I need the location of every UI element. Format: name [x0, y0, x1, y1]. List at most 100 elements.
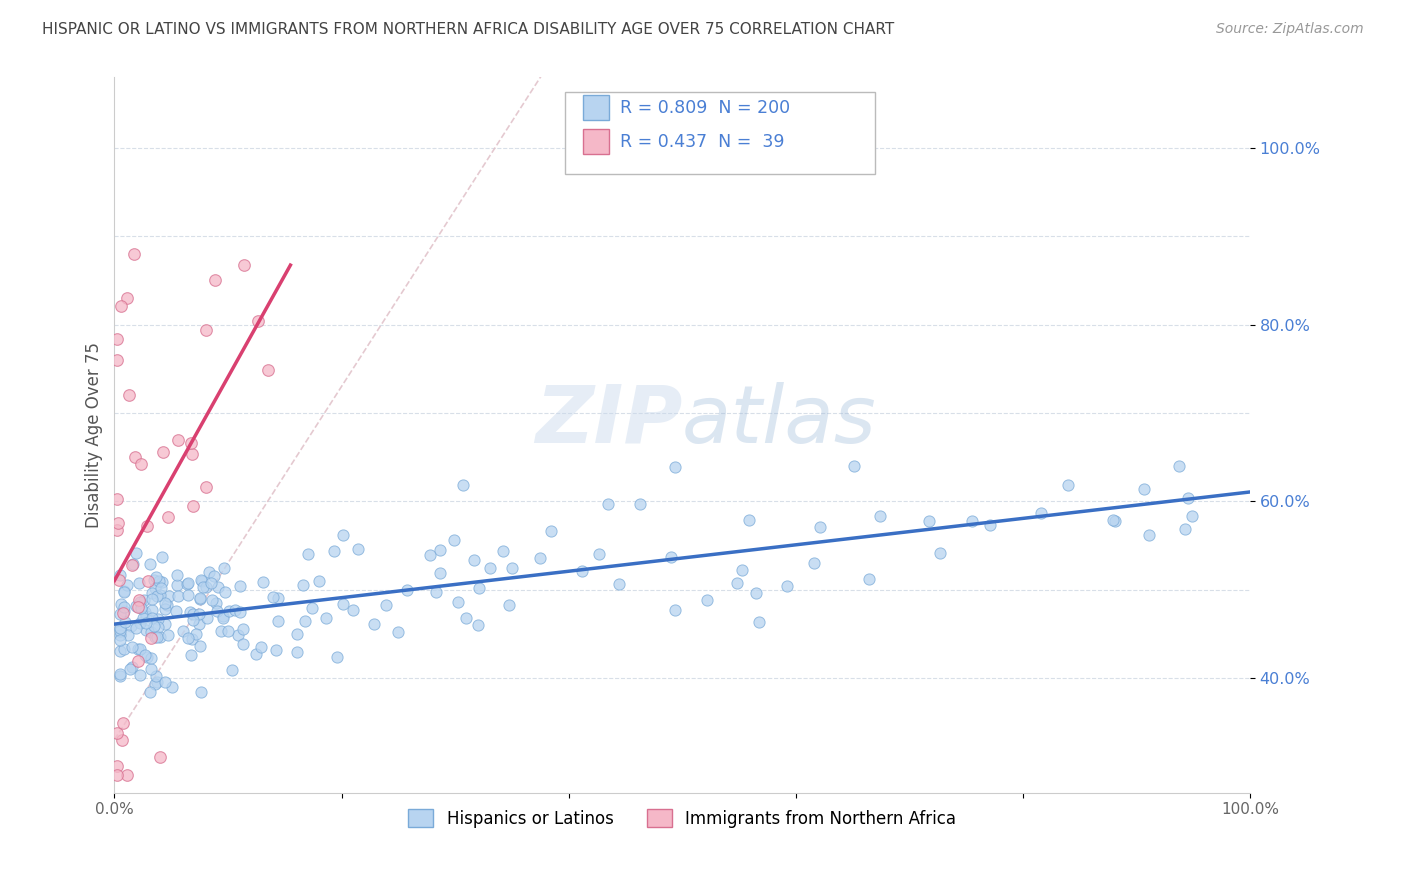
Point: [152, 444, 174, 458]
Point: [176, 576, 198, 591]
Point: [322, 544, 344, 558]
Point: [180, 632, 202, 646]
Point: [127, 642, 149, 657]
Point: [224, 603, 246, 617]
Point: [139, 625, 162, 640]
Point: [212, 610, 235, 624]
Point: [1104, 514, 1126, 528]
Point: [301, 601, 323, 615]
Point: [308, 574, 330, 588]
Point: [179, 605, 201, 619]
Point: [129, 457, 152, 471]
Point: [150, 549, 173, 564]
Point: [232, 622, 254, 636]
Point: [501, 560, 523, 574]
Point: [125, 621, 148, 635]
Point: [129, 641, 152, 656]
Point: [162, 680, 184, 694]
Point: [195, 610, 218, 624]
Point: [121, 558, 143, 572]
Point: [128, 575, 150, 590]
Point: [267, 614, 290, 628]
Point: [256, 363, 278, 377]
Point: [149, 581, 172, 595]
Y-axis label: Disability Age Over 75: Disability Age Over 75: [86, 342, 103, 528]
Point: [342, 602, 364, 616]
Point: [108, 632, 131, 647]
Point: [200, 576, 222, 591]
Point: [209, 624, 232, 638]
Point: [180, 447, 202, 461]
Point: [135, 623, 157, 637]
Point: [363, 616, 385, 631]
Point: [291, 578, 314, 592]
Point: [153, 596, 176, 610]
Point: [858, 572, 880, 586]
Point: [114, 584, 136, 599]
Point: [108, 667, 131, 681]
Point: [148, 620, 170, 634]
Point: [429, 543, 451, 558]
Point: [246, 314, 269, 328]
Point: [141, 586, 163, 600]
Point: [181, 500, 204, 514]
Point: [128, 616, 150, 631]
Point: [177, 589, 200, 603]
Point: [139, 631, 162, 645]
Point: [960, 514, 983, 528]
Point: [443, 533, 465, 547]
Point: [463, 553, 485, 567]
Point: [165, 604, 187, 618]
Point: [176, 631, 198, 645]
Point: [347, 542, 370, 557]
Point: [176, 577, 198, 591]
Point: [148, 574, 170, 589]
Point: [211, 608, 233, 623]
Point: [191, 580, 214, 594]
Point: [188, 639, 211, 653]
Point: [478, 561, 501, 575]
Point: [105, 726, 128, 740]
Point: [118, 388, 141, 402]
Point: [803, 556, 825, 570]
Point: [229, 579, 252, 593]
Point: [187, 617, 209, 632]
Point: [136, 519, 159, 533]
Point: [145, 581, 167, 595]
Point: [105, 353, 128, 368]
Point: [979, 517, 1001, 532]
Point: [205, 605, 228, 619]
Point: [142, 573, 165, 587]
Point: [112, 606, 135, 620]
Point: [285, 645, 308, 659]
Point: [245, 647, 267, 661]
Point: [135, 616, 157, 631]
Point: [252, 574, 274, 589]
Point: [138, 574, 160, 589]
Point: [332, 597, 354, 611]
Point: [150, 574, 173, 589]
Point: [212, 561, 235, 575]
Point: [111, 715, 134, 730]
Point: [387, 624, 409, 639]
Point: [105, 768, 128, 782]
Point: [108, 644, 131, 658]
Point: [139, 651, 162, 665]
Point: [128, 595, 150, 609]
Point: [153, 601, 176, 615]
Point: [1132, 483, 1154, 497]
Point: [467, 617, 489, 632]
Point: [145, 669, 167, 683]
Point: [129, 601, 152, 615]
Point: [214, 584, 236, 599]
Point: [149, 588, 172, 602]
Point: [117, 768, 139, 782]
Point: [529, 550, 551, 565]
Point: [112, 641, 135, 656]
Point: [117, 291, 139, 305]
Point: [142, 619, 165, 633]
Point: [229, 605, 252, 619]
Point: [115, 578, 138, 592]
Point: [157, 589, 180, 603]
Point: [124, 247, 146, 261]
